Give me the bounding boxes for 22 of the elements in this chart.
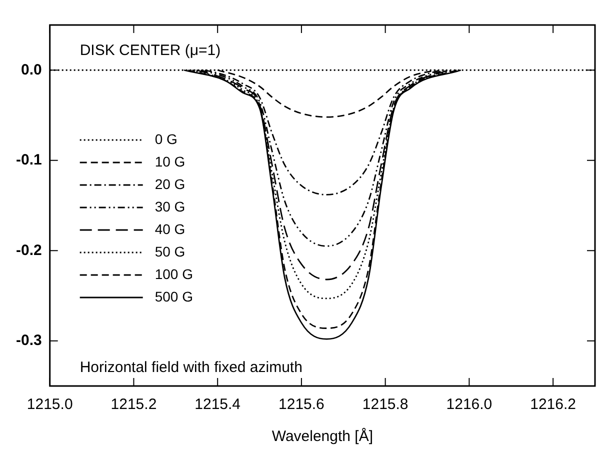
annotation: DISK CENTER (μ=1)	[80, 42, 221, 59]
legend-label: 500 G	[154, 288, 193, 304]
legend-label: 100 G	[154, 266, 193, 282]
y-tick-label: -0.3	[16, 332, 42, 350]
x-tick-label: 1216.0	[446, 396, 492, 414]
y-tick-label: -0.1	[16, 152, 42, 169]
legend-label: 0 G	[154, 130, 178, 147]
x-tick-label: 1215.0	[26, 396, 73, 414]
x-tick-label: 1216.2	[530, 396, 576, 414]
legend-label: 50 G	[154, 243, 186, 260]
x-tick-label: 1215.8	[362, 396, 408, 414]
legend-label: 30 G	[154, 198, 186, 214]
x-axis-title: Wavelength [Å]	[272, 427, 374, 446]
x-tick-label: 1215.6	[278, 396, 324, 414]
y-tick-label: 0.0	[20, 61, 42, 78]
x-tick-label: 1215.2	[110, 396, 157, 414]
x-tick-label: 1215.4	[194, 396, 241, 414]
y-tick-label: -0.2	[16, 242, 42, 259]
legend-label: 20 G	[154, 176, 186, 192]
legend-label: 10 G	[154, 153, 186, 170]
annotation: Horizontal field with fixed azimuth	[80, 359, 302, 376]
legend-label: 40 G	[154, 220, 186, 237]
